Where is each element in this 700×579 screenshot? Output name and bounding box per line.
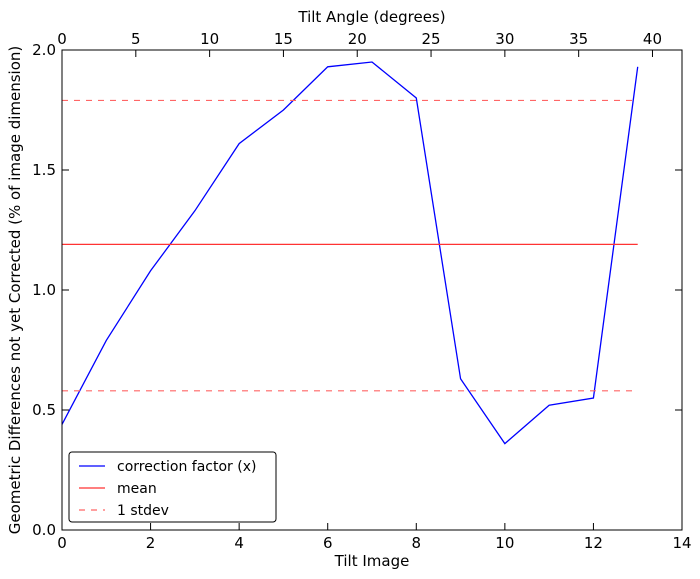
top-x-tick-label: 5 (131, 30, 141, 48)
top-x-tick-label: 20 (348, 30, 367, 48)
axes: 0 2 4 6 8 10 12 140.00.51.01.52.00 5 10 15 20 25 30 35… (32, 30, 691, 552)
x-tick-label: 2 (146, 534, 156, 552)
y-tick-label: 1.0 (32, 281, 56, 299)
x-tick-label: 10 (495, 534, 514, 552)
top-x-tick-label: 30 (495, 30, 514, 48)
y-tick-label: 0.5 (32, 401, 56, 419)
x-tick-label: 6 (323, 534, 333, 552)
top-x-tick-label: 25 (422, 30, 441, 48)
top-x-tick-label: 35 (569, 30, 588, 48)
y-tick-label: 0.0 (32, 521, 56, 539)
x-tick-label: 4 (234, 534, 244, 552)
y-tick-label: 2.0 (32, 41, 56, 59)
legend-label: mean (117, 481, 157, 497)
top-axis-title: Tilt Angle (degrees) (297, 8, 445, 26)
plot-area (61, 61, 639, 445)
top-x-tick-label: 15 (274, 30, 293, 48)
x-tick-label: 12 (584, 534, 603, 552)
x-tick-label: 0 (57, 534, 67, 552)
x-tick-label: 14 (672, 534, 691, 552)
top-x-tick-label: 40 (643, 30, 662, 48)
legend-label: 1 stdev (117, 503, 169, 519)
x-tick-label: 8 (412, 534, 422, 552)
legend: correction factor (x) mean 1 stdev (68, 451, 277, 523)
x-axis-title: Tilt Image (334, 552, 410, 570)
series-line-0 (61, 61, 639, 445)
top-x-tick-label: 0 (57, 30, 67, 48)
y-tick-label: 1.5 (32, 161, 56, 179)
legend-label: correction factor (x) (117, 459, 256, 475)
legend-box (68, 451, 277, 523)
y-axis-title: Geometric Differences not yet Corrected … (6, 46, 24, 535)
top-x-tick-label: 10 (200, 30, 219, 48)
